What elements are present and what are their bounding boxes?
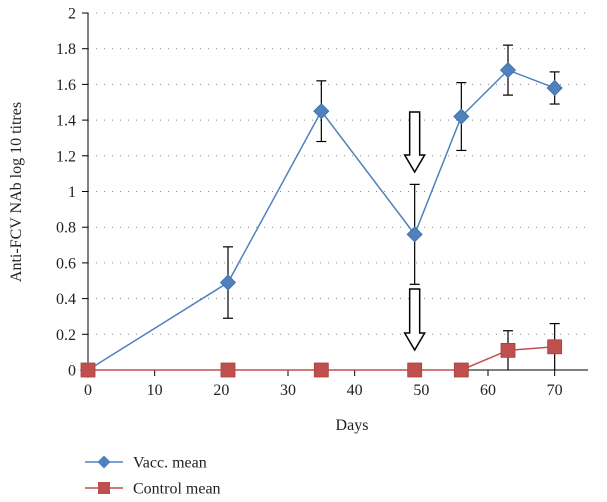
- y-tick-label: 1.2: [56, 148, 76, 165]
- y-tick-label: 1.4: [56, 113, 76, 130]
- annotations: [403, 111, 426, 352]
- x-tick-label: 10: [147, 382, 163, 399]
- legend-marker: [98, 482, 110, 494]
- data-point: [313, 362, 329, 378]
- legend-marker: [97, 455, 111, 469]
- series-control-mean: [80, 322, 563, 378]
- ticks: 00.20.40.60.811.21.41.61.820 10 20 30 40 50 60…: [56, 6, 563, 400]
- y-axis-title: Anti-FCV NAb log 10 titres: [8, 102, 25, 282]
- data-point: [453, 362, 469, 378]
- x-tick-label: 60: [480, 382, 496, 399]
- legend-label: Vacc. mean: [133, 455, 207, 472]
- legend: Vacc. mean Control mean: [85, 455, 221, 498]
- data-point: [406, 226, 423, 243]
- series: [79, 44, 563, 379]
- y-tick-label: 0.4: [56, 291, 76, 308]
- x-axis-title: Days: [336, 417, 369, 434]
- down-arrow-upper: [403, 111, 426, 174]
- y-tick-label: 0.2: [56, 327, 76, 344]
- y-tick-label: 1.6: [56, 77, 76, 94]
- data-point: [407, 362, 423, 378]
- x-tick-label: 0: [84, 382, 92, 399]
- x-tick-label: 20: [213, 382, 229, 399]
- y-tick-label: 0.6: [56, 255, 76, 272]
- x-tick-label: 50: [413, 382, 429, 399]
- down-arrow-lower: [403, 288, 426, 352]
- data-point: [500, 342, 516, 358]
- y-tick-label: 0: [68, 363, 76, 380]
- y-tick-label: 2: [68, 6, 76, 23]
- data-point: [220, 362, 236, 378]
- y-tick-label: 0.8: [56, 220, 76, 237]
- data-point: [80, 362, 96, 378]
- data-point: [499, 62, 517, 79]
- x-tick-label: 30: [280, 382, 296, 399]
- data-point: [546, 79, 563, 97]
- gridlines: [88, 12, 588, 335]
- data-point: [313, 103, 330, 120]
- x-tick-label: 40: [347, 382, 363, 399]
- x-tick-label: 70: [547, 382, 563, 399]
- data-point: [219, 274, 237, 291]
- series-vacc-mean: [79, 44, 563, 379]
- data-point: [547, 339, 563, 355]
- y-tick-label: 1.8: [56, 41, 76, 58]
- y-tick-label: 1: [68, 184, 76, 201]
- legend-label: Control mean: [133, 481, 221, 498]
- data-point: [453, 108, 470, 125]
